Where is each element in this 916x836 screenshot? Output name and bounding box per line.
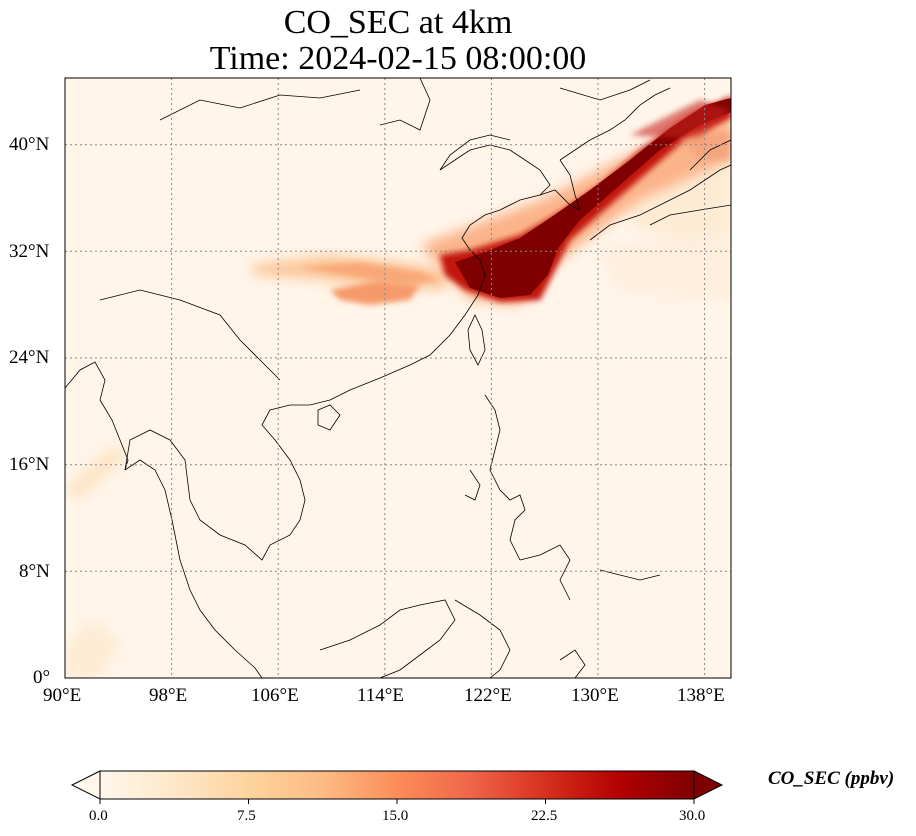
co-plume	[250, 96, 731, 305]
y-tick-label: 24°N	[9, 347, 50, 368]
x-tick-label: 106°E	[251, 685, 299, 706]
x-tick-label: 114°E	[357, 685, 404, 706]
y-tick-label: 8°N	[19, 561, 50, 582]
colorbar-tick-label: 7.5	[237, 808, 256, 824]
x-tick-label: 90°E	[43, 685, 82, 706]
x-tick-label: 122°E	[464, 685, 512, 706]
y-tick-label: 40°N	[9, 134, 50, 155]
map-title-line1: CO_SEC at 4km	[283, 4, 513, 41]
colorbar-tick-label: 0.0	[89, 808, 108, 824]
x-tick-label: 98°E	[149, 685, 188, 706]
map-title-line2: Time: 2024-02-15 08:00:00	[209, 40, 587, 77]
colorbar-gradient	[100, 771, 694, 799]
gridlines	[65, 78, 731, 678]
y-tick-label: 32°N	[9, 241, 50, 262]
x-tick-label: 130°E	[571, 685, 619, 706]
colorbar-tick-label: 22.5	[531, 808, 558, 824]
y-tick-label: 16°N	[9, 454, 50, 475]
colorbar-tick-label: 30.0	[679, 808, 706, 824]
colorbar-extend-min	[70, 770, 101, 800]
coastlines	[65, 78, 731, 678]
x-tick-label: 138°E	[677, 685, 725, 706]
colorbar-tick-label: 15.0	[382, 808, 409, 824]
y-tick-label: 0°	[33, 667, 51, 688]
colorbar-label: CO_SEC (ppbv)	[768, 768, 895, 789]
colorbar	[70, 770, 724, 804]
colorbar-extend-max	[693, 770, 724, 800]
map-frame	[64, 77, 732, 679]
